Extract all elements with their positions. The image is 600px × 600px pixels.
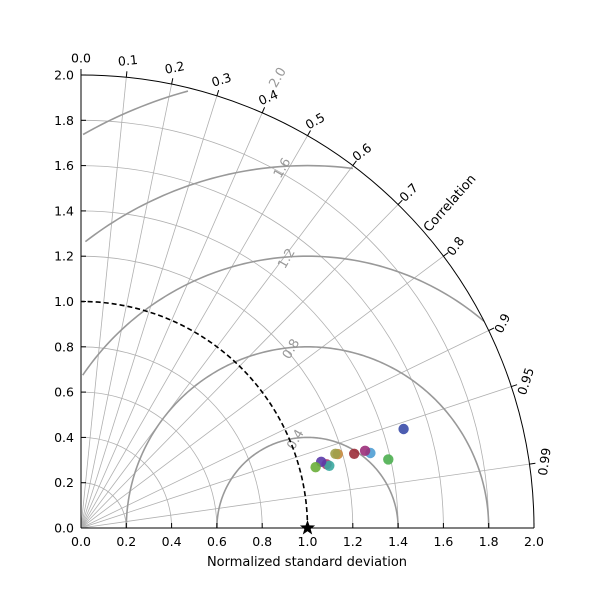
correlation-tick-mark: [443, 252, 449, 257]
rms-contour-label: 1.6: [271, 156, 294, 181]
data-point: [310, 462, 321, 473]
correlation-tick-mark: [261, 107, 266, 114]
axes-layer: 0.00.00.20.20.40.40.60.60.80.81.01.01.21…: [54, 51, 554, 550]
std-grid-arc: [80, 119, 490, 529]
rms-contour: [82, 90, 189, 136]
grid-layer: [80, 75, 530, 529]
x-tick-label: 0.0: [71, 534, 91, 549]
correlation-tick-label: 0.4: [256, 86, 280, 108]
correlation-grid-line: [80, 95, 218, 529]
rms-contour-label: 1.2: [275, 246, 298, 271]
data-point: [330, 448, 341, 459]
x-tick-label: 1.8: [479, 534, 499, 549]
correlation-grid-line: [80, 386, 512, 529]
outer-arc: [80, 74, 535, 529]
x-tick-label: 1.0: [298, 534, 318, 549]
std-grid-arc: [80, 165, 444, 529]
correlation-tick-label: 0.2: [163, 58, 185, 77]
std-grid-arc: [80, 346, 263, 529]
correlation-grid-line: [80, 84, 172, 529]
correlation-tick-mark: [529, 462, 536, 465]
correlation-tick-label: 0.6: [349, 140, 374, 164]
correlation-tick-label: 0.1: [117, 52, 138, 69]
x-tick-label: 1.4: [388, 534, 408, 549]
rms-contour-label: 0.8: [280, 337, 303, 362]
data-point: [383, 454, 394, 465]
y-tick-label: 1.0: [54, 294, 74, 309]
correlation-grid-line: [80, 135, 308, 529]
reference-std-arc: [80, 300, 309, 529]
correlation-tick-mark: [307, 130, 311, 136]
reference-star-marker: [299, 520, 316, 535]
x-tick-label: 0.4: [162, 534, 182, 549]
x-tick-label: 0.6: [207, 534, 227, 549]
correlation-tick-mark: [216, 89, 220, 97]
correlation-tick-mark: [352, 160, 357, 166]
correlation-tick-label: 0.95: [514, 366, 537, 397]
data-points-layer: [299, 423, 409, 535]
correlation-grid-line: [80, 330, 489, 529]
y-tick-label: 1.8: [54, 113, 74, 128]
y-tick-label: 0.6: [54, 385, 74, 400]
std-grid-arc: [80, 391, 218, 529]
data-point: [398, 423, 409, 435]
x-tick-label: 2.0: [524, 534, 544, 549]
correlation-grid-line: [80, 112, 263, 529]
y-tick-label: 1.2: [54, 249, 74, 264]
correlation-tick-label: 0.0: [71, 51, 91, 66]
y-tick-label: 0.2: [54, 475, 74, 490]
correlation-tick-mark: [397, 199, 403, 205]
correlation-tick-label: 0.99: [535, 447, 554, 477]
data-point: [349, 448, 360, 459]
x-tick-label: 0.8: [252, 534, 272, 549]
y-tick-label: 0.8: [54, 339, 74, 354]
x-axis-title: Normalized standard deviation: [207, 555, 407, 570]
correlation-tick-label: 0.7: [396, 180, 421, 205]
rms-contour: [125, 345, 490, 529]
y-tick-label: 1.6: [54, 158, 74, 173]
correlation-tick-label: 0.5: [303, 109, 328, 132]
std-grid-arc: [80, 482, 127, 529]
std-grid-arc: [80, 255, 354, 529]
correlation-tick-mark: [511, 384, 518, 388]
data-point: [359, 445, 371, 456]
correlation-tick-label: 0.9: [491, 311, 513, 335]
correlation-tick-mark: [171, 78, 174, 85]
rms-contour-layer: 0.4 0.8 1.2 1.6 2.0: [82, 65, 490, 529]
rms-contour-label: 2.0: [267, 65, 290, 90]
x-tick-label: 1.6: [433, 534, 453, 549]
correlation-tick-mark: [488, 327, 495, 331]
correlation-tick-label: 0.8: [443, 234, 467, 259]
correlation-tick-mark: [125, 71, 128, 78]
y-tick-label: 0.0: [54, 521, 74, 536]
x-tick-label: 1.2: [343, 534, 363, 549]
y-tick-label: 1.4: [54, 203, 74, 218]
y-tick-label: 2.0: [54, 68, 74, 83]
correlation-tick-label: 0.3: [210, 70, 233, 90]
rms-contour: [82, 255, 485, 376]
rms-contour: [216, 436, 399, 529]
y-tick-label: 0.4: [54, 430, 74, 445]
x-tick-label: 0.2: [116, 534, 136, 549]
std-grid-arc: [80, 210, 399, 529]
rms-contour: [84, 164, 354, 243]
data-point: [324, 460, 335, 471]
correlation-axis-title: Correlation: [421, 172, 480, 236]
rms-contour-label: 0.4: [284, 427, 307, 452]
